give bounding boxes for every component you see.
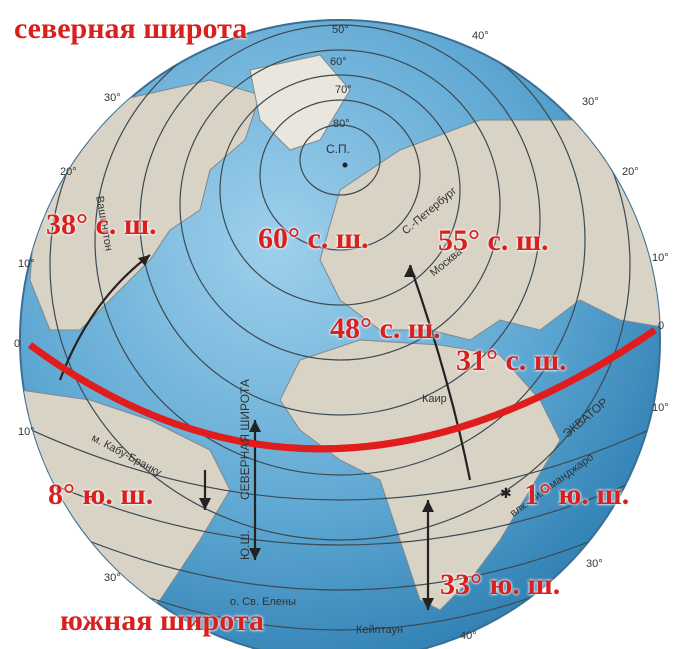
coord-st-petersburg: 60° с. ш.: [258, 222, 369, 255]
degree-left-s10: 10°: [18, 426, 35, 438]
pole-marker: [342, 162, 348, 168]
label-st-helena: о. Св. Елены: [230, 596, 296, 608]
southern-latitude-lines: [20, 419, 660, 631]
lat-tick-50: 50°: [332, 24, 349, 36]
degree-left-10: 10°: [18, 258, 35, 270]
latitude-circles: [49, 20, 631, 541]
coord-cape-verde: 8° ю. ш.: [48, 478, 154, 511]
lat-tick-60: 60°: [330, 56, 347, 68]
degree-right-s10: 10°: [652, 402, 669, 414]
heading-north-latitude: северная широта: [14, 12, 248, 45]
degree-right-0: 0: [658, 320, 665, 332]
degree-bottom-40: 40°: [460, 630, 477, 642]
degree-bottom-right-30: 30°: [586, 558, 603, 570]
coord-paris: 48° с. ш.: [330, 312, 441, 345]
equator-line: [27, 327, 657, 453]
heading-south-latitude: южная широта: [60, 604, 264, 637]
label-south-latitude-abbr: Ю.Ш.: [238, 530, 252, 560]
coord-cairo: 31° с. ш.: [456, 344, 567, 377]
pole-label: С.П.: [326, 142, 350, 156]
coord-capetown: 33° ю. ш.: [440, 568, 561, 601]
coord-washington: 38° с. ш.: [46, 208, 157, 241]
label-north-latitude-vertical: СЕВЕРНАЯ ШИРОТА: [238, 379, 252, 500]
label-capetown: Кейптаун: [356, 624, 404, 636]
degree-bottom-left-30: 30°: [104, 572, 121, 584]
degree-top-right: 40°: [472, 30, 489, 42]
label-cairo: Каир: [422, 393, 447, 405]
volcano-mark: ✱: [500, 487, 512, 502]
eurasia-landmass: [319, 119, 660, 341]
lat-tick-70: 70°: [335, 84, 352, 96]
arrow-heads: [138, 255, 434, 610]
coord-moscow: 55° с. ш.: [438, 224, 549, 257]
greenland-landmass: [249, 54, 351, 151]
degree-right-20: 20°: [622, 166, 639, 178]
degree-left-20: 20°: [60, 166, 77, 178]
degree-left-0: 0: [14, 338, 21, 350]
degree-right-30: 30°: [582, 96, 599, 108]
lat-tick-80: 80°: [333, 118, 350, 130]
coord-kilimanjaro: 1° ю. ш.: [524, 478, 630, 511]
degree-right-10: 10°: [652, 252, 669, 264]
degree-left-30: 30°: [104, 92, 121, 104]
